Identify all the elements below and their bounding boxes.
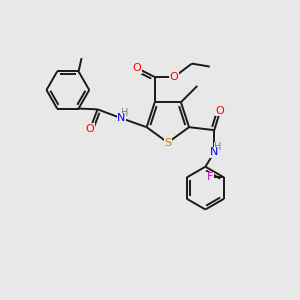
Text: O: O [133, 63, 141, 73]
Text: O: O [216, 106, 225, 116]
Text: N: N [210, 147, 218, 158]
Text: H: H [214, 142, 222, 152]
Text: F: F [207, 172, 214, 182]
Text: H: H [121, 108, 128, 118]
Text: N: N [117, 113, 126, 123]
Text: O: O [170, 72, 178, 82]
Text: O: O [86, 124, 94, 134]
Text: S: S [164, 138, 171, 148]
